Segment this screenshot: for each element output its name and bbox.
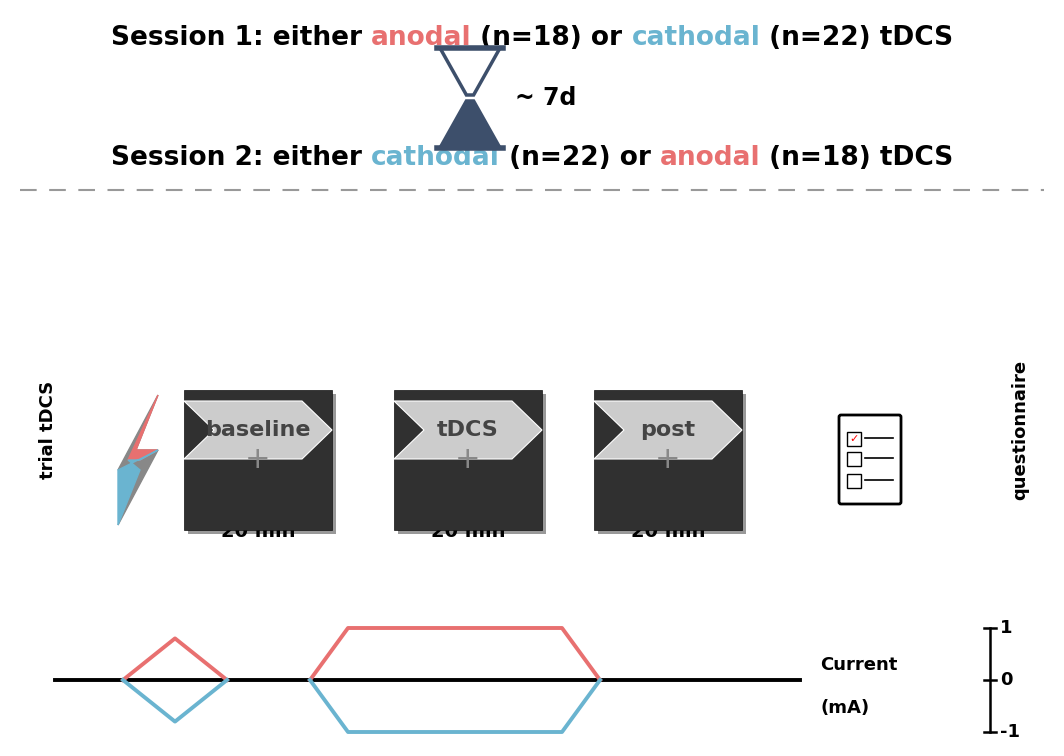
Text: (n=18) tDCS: (n=18) tDCS: [760, 145, 953, 171]
Text: Session 2: either: Session 2: either: [111, 145, 370, 171]
Text: +: +: [655, 445, 681, 475]
Text: Current: Current: [820, 656, 897, 674]
FancyBboxPatch shape: [847, 432, 861, 446]
Text: +: +: [455, 445, 481, 475]
Text: tDCS: tDCS: [437, 420, 499, 440]
Text: 20 min: 20 min: [220, 522, 295, 541]
Text: 0: 0: [1000, 671, 1013, 689]
Text: 20 min: 20 min: [431, 522, 505, 541]
FancyBboxPatch shape: [594, 390, 742, 530]
FancyBboxPatch shape: [847, 474, 861, 488]
Polygon shape: [594, 401, 742, 459]
Text: 20 min: 20 min: [631, 522, 705, 541]
Text: 1: 1: [1000, 619, 1013, 637]
Text: anodal: anodal: [660, 145, 760, 171]
FancyBboxPatch shape: [184, 390, 332, 530]
Polygon shape: [118, 395, 157, 525]
FancyBboxPatch shape: [398, 394, 546, 534]
Text: (mA): (mA): [820, 699, 869, 717]
Text: (n=18) or: (n=18) or: [471, 25, 631, 51]
Text: post: post: [641, 420, 696, 440]
Text: ✓: ✓: [849, 434, 859, 444]
Polygon shape: [440, 48, 500, 95]
FancyBboxPatch shape: [847, 452, 861, 466]
Text: +: +: [245, 445, 271, 475]
FancyBboxPatch shape: [839, 415, 901, 504]
FancyBboxPatch shape: [188, 394, 336, 534]
Text: ~ 7d: ~ 7d: [515, 86, 577, 110]
Text: -1: -1: [1000, 723, 1020, 741]
Polygon shape: [118, 450, 157, 525]
Polygon shape: [440, 101, 500, 148]
Text: baseline: baseline: [205, 420, 311, 440]
Text: cathodal: cathodal: [370, 145, 499, 171]
Text: (n=22) or: (n=22) or: [499, 145, 660, 171]
FancyBboxPatch shape: [598, 394, 746, 534]
Text: anodal: anodal: [370, 25, 471, 51]
Text: trial tDCS: trial tDCS: [39, 381, 57, 479]
Text: cathodal: cathodal: [631, 25, 761, 51]
FancyBboxPatch shape: [394, 390, 542, 530]
Polygon shape: [128, 395, 157, 460]
Polygon shape: [394, 401, 542, 459]
Text: questionnaire: questionnaire: [1011, 360, 1029, 500]
Polygon shape: [184, 401, 332, 459]
Text: (n=22) tDCS: (n=22) tDCS: [761, 25, 953, 51]
Text: Session 1: either: Session 1: either: [111, 25, 370, 51]
